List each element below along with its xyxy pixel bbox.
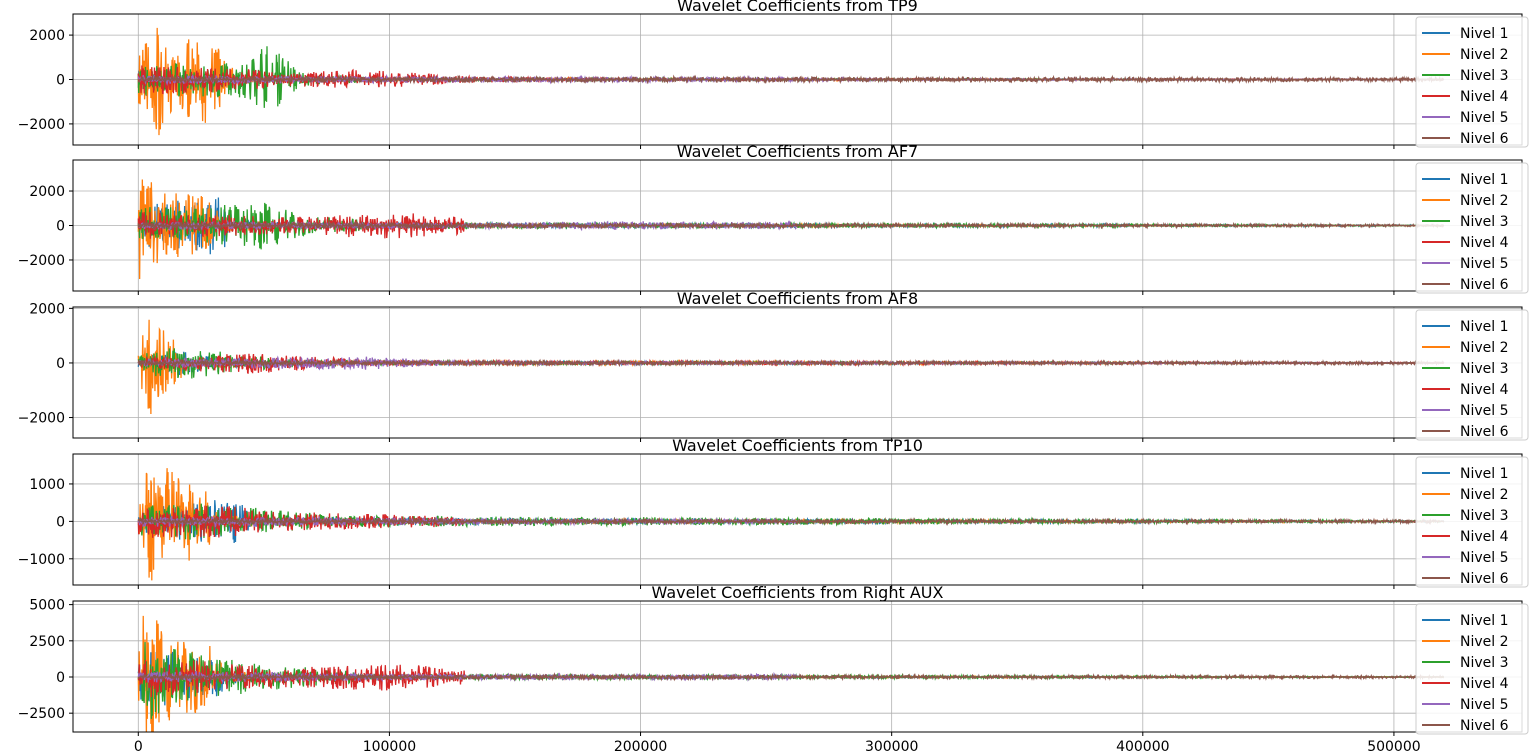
legend-label-nivel-5: Nivel 5 <box>1460 550 1509 566</box>
subplot-2: −2000 0 2000 Wavelet Coefficients from AF7 N… <box>18 142 1529 295</box>
series-line-nivel-6 <box>137 220 1444 232</box>
legend-label-nivel-2: Nivel 2 <box>1460 193 1509 209</box>
subplot-5: −2500 0 2500 5000 0 100000 200000 300000 400000 5… <box>18 583 1529 754</box>
subplot-1: −2000 0 2000 Wavelet Coefficients from TP9 N… <box>18 0 1529 149</box>
y-tick-label: 1000 <box>29 477 65 493</box>
series-line-nivel-6 <box>137 358 1445 368</box>
series-group <box>137 179 1445 279</box>
legend-box <box>1415 456 1529 588</box>
legend-label-nivel-6: Nivel 6 <box>1460 424 1509 440</box>
legend-label-nivel-1: Nivel 1 <box>1460 319 1509 335</box>
legend-box <box>1415 16 1529 148</box>
y-tick-label: 0 <box>56 670 65 686</box>
series-line-nivel-3 <box>137 46 1445 108</box>
y-tick-label: 0 <box>56 73 65 89</box>
legend-label-nivel-2: Nivel 2 <box>1460 47 1509 63</box>
y-tick-label: −2000 <box>18 411 65 427</box>
y-tick-label: 0 <box>56 514 65 530</box>
legend-label-nivel-1: Nivel 1 <box>1460 613 1509 629</box>
x-tick-label: 100000 <box>363 739 416 754</box>
legend-label-nivel-1: Nivel 1 <box>1460 26 1509 42</box>
series-line-nivel-6 <box>137 672 1445 682</box>
legend-label-nivel-2: Nivel 2 <box>1460 487 1509 503</box>
x-tick-label: 300000 <box>865 739 918 754</box>
y-tick-label: 2000 <box>29 28 65 44</box>
legend-label-nivel-5: Nivel 5 <box>1460 256 1509 272</box>
subplot-4: −1000 0 1000 Wavelet Coefficients from TP10… <box>18 436 1529 589</box>
series-group <box>137 615 1445 732</box>
legend-label-nivel-4: Nivel 4 <box>1460 676 1509 692</box>
legend-box <box>1415 162 1529 294</box>
subplot-title: Wavelet Coefficients from Right AUX <box>652 583 944 602</box>
axes-frame <box>72 306 1523 439</box>
legend-label-nivel-5: Nivel 5 <box>1460 110 1509 126</box>
series-line-nivel-2 <box>137 468 1444 581</box>
x-tick-label: 0 <box>134 739 143 754</box>
subplot-3: −2000 0 2000 Wavelet Coefficients from AF8 N… <box>18 289 1529 442</box>
subplot-title: Wavelet Coefficients from AF8 <box>677 289 918 308</box>
axes-frame <box>72 600 1523 733</box>
legend-label-nivel-5: Nivel 5 <box>1460 697 1509 713</box>
legend-label-nivel-6: Nivel 6 <box>1460 131 1509 147</box>
y-tick-label: −2500 <box>18 706 65 722</box>
series-line-nivel-6 <box>137 74 1445 85</box>
legend: Nivel 1 Nivel 2 Nivel 3 Nivel 4 Nivel 5 Nivel… <box>1415 309 1529 441</box>
y-tick-label: −2000 <box>18 253 65 269</box>
legend-label-nivel-4: Nivel 4 <box>1460 235 1509 251</box>
legend-label-nivel-1: Nivel 1 <box>1460 172 1509 188</box>
legend-label-nivel-1: Nivel 1 <box>1460 466 1509 482</box>
y-tick-label: 2500 <box>29 634 65 650</box>
legend: Nivel 1 Nivel 2 Nivel 3 Nivel 4 Nivel 5 Nivel… <box>1415 456 1529 588</box>
x-tick-label: 200000 <box>614 739 667 754</box>
legend-label-nivel-6: Nivel 6 <box>1460 718 1509 734</box>
legend-label-nivel-6: Nivel 6 <box>1460 277 1509 293</box>
y-tick-label: 2000 <box>29 184 65 200</box>
subplot-title: Wavelet Coefficients from AF7 <box>677 142 918 161</box>
y-tick-label: 0 <box>56 219 65 235</box>
series-line-nivel-6 <box>137 516 1445 527</box>
legend-label-nivel-5: Nivel 5 <box>1460 403 1509 419</box>
legend-label-nivel-6: Nivel 6 <box>1460 571 1509 587</box>
legend-label-nivel-3: Nivel 3 <box>1460 508 1509 524</box>
legend-box <box>1415 603 1529 735</box>
legend-label-nivel-4: Nivel 4 <box>1460 89 1509 105</box>
legend-label-nivel-3: Nivel 3 <box>1460 655 1509 671</box>
y-tick-label: 0 <box>56 356 65 372</box>
legend: Nivel 1 Nivel 2 Nivel 3 Nivel 4 Nivel 5 Nivel… <box>1415 162 1529 294</box>
y-tick-label: 2000 <box>29 301 65 317</box>
series-group <box>137 468 1445 581</box>
subplot-title: Wavelet Coefficients from TP9 <box>677 0 918 15</box>
legend-label-nivel-4: Nivel 4 <box>1460 529 1509 545</box>
legend-label-nivel-2: Nivel 2 <box>1460 340 1509 356</box>
legend-label-nivel-3: Nivel 3 <box>1460 214 1509 230</box>
subplot-title: Wavelet Coefficients from TP10 <box>672 436 923 455</box>
legend-label-nivel-3: Nivel 3 <box>1460 68 1509 84</box>
legend-label-nivel-2: Nivel 2 <box>1460 634 1509 650</box>
y-tick-label: −1000 <box>18 552 65 568</box>
y-tick-label: −2000 <box>18 117 65 133</box>
legend-label-nivel-4: Nivel 4 <box>1460 382 1509 398</box>
x-tick-label: 400000 <box>1116 739 1169 754</box>
legend: Nivel 1 Nivel 2 Nivel 3 Nivel 4 Nivel 5 Nivel… <box>1415 16 1529 148</box>
legend-box <box>1415 309 1529 441</box>
series-group <box>137 319 1445 414</box>
y-tick-label: 5000 <box>29 598 65 614</box>
x-tick-label: 500000 <box>1367 739 1420 754</box>
legend: Nivel 1 Nivel 2 Nivel 3 Nivel 4 Nivel 5 Nivel… <box>1415 603 1529 735</box>
legend-label-nivel-3: Nivel 3 <box>1460 361 1509 377</box>
series-group <box>137 27 1445 136</box>
